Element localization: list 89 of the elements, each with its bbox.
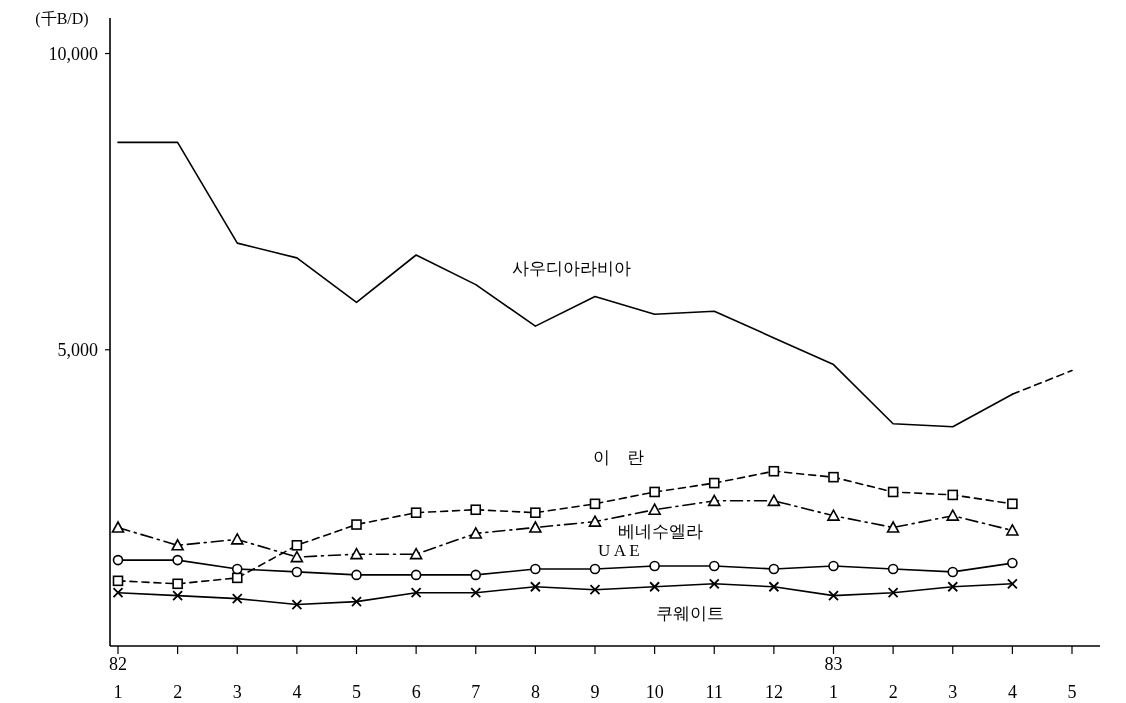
point [1006,524,1019,536]
point [290,550,304,563]
x-tick-label: 2 [173,682,183,702]
x-tick-label: 12 [764,682,783,702]
point [470,587,482,599]
series-label: 이 란 [593,448,645,468]
point [410,507,422,518]
point [409,547,423,560]
point [351,569,362,581]
x-tick-label: 8 [530,682,540,702]
x-tick-label: 5 [352,682,361,702]
point [708,560,720,572]
x-tick-label: 4 [1007,682,1017,702]
point [470,504,482,516]
point [708,477,720,489]
point [529,581,541,593]
y-tick-label: 10,000 [48,43,98,64]
point [1007,557,1018,569]
point [887,486,899,498]
point [291,599,303,610]
point [231,593,243,604]
point [768,581,780,593]
x-tick-label: 5 [1067,682,1077,702]
series-label: 쿠웨이트 [656,603,725,623]
point [530,563,541,575]
point [469,527,483,539]
y-tick-label: 5,000 [57,339,98,360]
x-tick-label: 10 [645,682,664,702]
series-label: U A E [598,540,640,560]
point [946,509,960,521]
x-tick-label: 83 1 [824,654,843,702]
point [947,566,959,578]
point [828,590,839,602]
point [947,489,959,501]
point [708,578,720,590]
point [171,538,184,551]
x-tick-label: 3 [948,682,958,702]
point [1007,498,1018,510]
point [530,507,541,518]
point [172,554,183,566]
x-tick-label: 7 [471,682,481,702]
series-label: 베네수엘라 [618,521,704,541]
point [1006,578,1018,590]
point [648,503,661,516]
point [828,471,839,483]
point [230,533,244,545]
point [529,521,542,533]
point [350,547,363,560]
point [291,566,303,578]
point [828,560,839,572]
point [112,554,124,566]
x-tick-label: 3 [232,682,242,702]
point [886,521,900,533]
point [887,563,899,575]
point [410,569,422,581]
point [589,498,601,510]
point [947,581,959,593]
x-tick-label: 82 1 [109,654,127,702]
point [768,465,780,477]
point [112,575,124,587]
point [649,581,661,593]
point [172,578,183,590]
point [111,521,125,533]
point [827,509,840,521]
point [231,563,243,575]
point [768,563,780,575]
x-tick-label: 2 [888,682,898,702]
point [649,560,660,572]
point [588,515,602,527]
point [470,569,482,581]
point [231,572,243,584]
y-axis-title: (千B/D) [35,10,89,28]
x-tick-label: 9 [590,682,600,702]
point [707,494,721,507]
point [649,486,660,498]
x-tick-label: 4 [292,682,302,702]
point [172,590,184,602]
point [351,519,362,530]
point [112,587,124,599]
point [589,584,601,596]
x-tick-label: 11 [705,682,723,702]
point [767,494,781,507]
point [589,563,601,575]
point [887,587,899,599]
x-tick-label: 6 [411,682,421,702]
point [291,539,303,551]
point [351,596,362,607]
point [410,587,422,599]
series-label: 사우디아라비아 [511,259,631,279]
